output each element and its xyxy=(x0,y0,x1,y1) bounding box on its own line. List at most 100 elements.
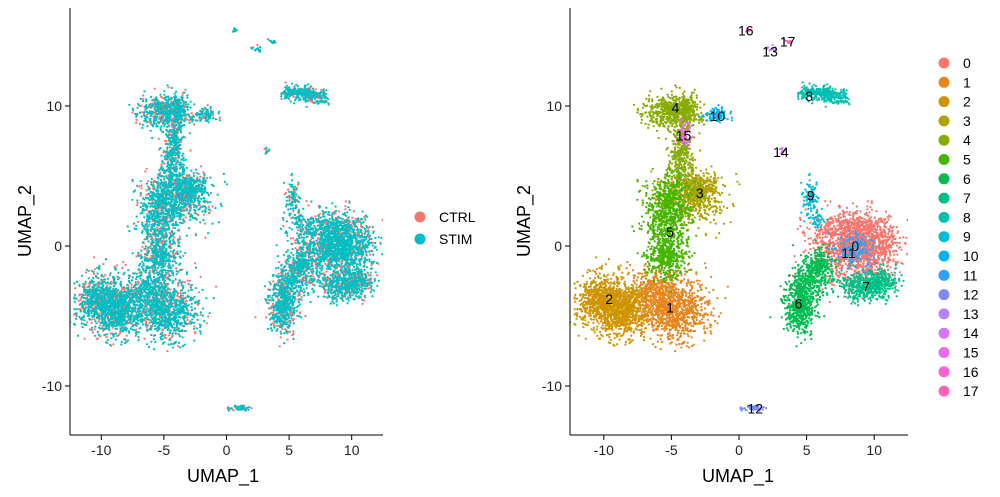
legend-key xyxy=(938,57,950,69)
legend-label: 1 xyxy=(963,74,971,90)
cluster-label: 1 xyxy=(666,300,674,316)
legend-label: 5 xyxy=(963,152,971,168)
x-tick-label: -10 xyxy=(594,442,614,458)
legend-key xyxy=(938,347,950,358)
points-stim xyxy=(70,27,383,412)
legend-label: STIM xyxy=(439,231,472,247)
points-cluster-15 xyxy=(672,118,694,150)
cluster-label: 9 xyxy=(807,188,815,204)
legend-label: CTRL xyxy=(439,209,476,225)
legend-label: 13 xyxy=(963,306,979,322)
legend-key xyxy=(938,308,950,320)
legend-key xyxy=(938,250,950,262)
points-cluster-7 xyxy=(826,261,905,307)
y-tick-label: 0 xyxy=(554,238,562,254)
legend: CTRL STIM xyxy=(414,209,476,247)
x-tick-label: 10 xyxy=(344,442,360,458)
legend-key xyxy=(414,211,426,223)
x-axis-title: UMAP_1 xyxy=(702,466,774,487)
legend-label: 2 xyxy=(963,94,971,110)
cluster-label: 6 xyxy=(795,295,803,311)
axis-ticks: -10 -5 0 5 10 -10 0 10 xyxy=(542,98,882,458)
legend-label: 0 xyxy=(963,55,971,71)
legend-key xyxy=(938,366,950,378)
scatter-points-layer xyxy=(70,27,383,412)
umap-plot-condition: -10 -5 0 5 10 -10 0 10 UMAP_1 UMAP_2 CTRL STIM xyxy=(15,8,476,487)
cluster-label: 11 xyxy=(841,245,856,261)
legend-label: 6 xyxy=(963,171,971,187)
legend-label: 8 xyxy=(963,209,971,225)
legend-label: 7 xyxy=(963,190,971,206)
x-tick-label: -5 xyxy=(158,442,171,458)
legend-key xyxy=(938,134,950,146)
cluster-label: 7 xyxy=(862,279,870,295)
cluster-label: 14 xyxy=(773,144,789,160)
legend-label: 12 xyxy=(963,287,979,303)
points-cluster-10 xyxy=(697,104,734,124)
y-tick-label: -10 xyxy=(542,378,562,394)
legend-label: 4 xyxy=(963,132,971,148)
cluster-label: 15 xyxy=(676,127,692,143)
y-tick-label: 10 xyxy=(546,98,562,114)
cluster-label: 8 xyxy=(805,88,813,104)
x-tick-label: -5 xyxy=(665,442,678,458)
scatter-points-layer xyxy=(570,27,908,412)
legend-label: 16 xyxy=(963,364,979,380)
points-cluster-14 xyxy=(778,146,787,155)
legend-key xyxy=(938,115,950,127)
y-axis-title: UMAP_2 xyxy=(15,185,36,257)
x-tick-label: 5 xyxy=(285,442,293,458)
legend-key xyxy=(938,289,950,301)
legend-key xyxy=(938,327,950,339)
y-tick-label: 10 xyxy=(46,98,62,114)
legend-key xyxy=(938,211,950,223)
x-axis-title: UMAP_1 xyxy=(187,466,259,487)
cluster-label: 2 xyxy=(605,291,613,307)
cluster-label: 5 xyxy=(666,224,674,240)
points-cluster-12 xyxy=(739,404,768,412)
y-axis-title: UMAP_2 xyxy=(514,185,535,257)
legend-key xyxy=(938,231,950,243)
legend-label: 15 xyxy=(963,345,979,361)
legend-label: 10 xyxy=(963,248,979,264)
legend-key xyxy=(938,76,950,88)
legend-key xyxy=(938,192,950,204)
legend-label: 17 xyxy=(963,383,979,399)
cluster-label: 12 xyxy=(747,400,763,416)
legend-key xyxy=(938,173,950,185)
cluster-label: 0 xyxy=(851,238,859,254)
x-tick-label: 5 xyxy=(803,442,811,458)
legend-key xyxy=(938,385,950,397)
cluster-label: 16 xyxy=(738,22,754,38)
points-cluster-17 xyxy=(782,38,793,45)
legend-label: 14 xyxy=(963,325,979,341)
y-tick-label: -10 xyxy=(42,378,62,394)
legend-key xyxy=(938,269,950,281)
cluster-label: 13 xyxy=(762,43,778,59)
points-cluster-16 xyxy=(745,27,752,33)
cluster-label: 10 xyxy=(710,108,726,124)
legend-key xyxy=(938,96,950,108)
x-tick-label: 10 xyxy=(866,442,882,458)
x-tick-label: 0 xyxy=(223,442,231,458)
legend-label: 9 xyxy=(963,229,971,245)
points-cluster-5 xyxy=(631,167,706,293)
legend-label: 3 xyxy=(963,113,971,129)
x-tick-label: -10 xyxy=(91,442,111,458)
points-cluster-11 xyxy=(827,229,881,276)
points-cluster-8 xyxy=(797,81,851,108)
legend-key xyxy=(938,154,950,165)
legend-key xyxy=(414,233,426,245)
legend-label: 11 xyxy=(963,267,978,283)
points-cluster-2 xyxy=(570,256,671,347)
cluster-label: 17 xyxy=(780,34,796,50)
points-cluster-13 xyxy=(764,43,777,53)
points-cluster-9 xyxy=(800,172,829,229)
points-cluster-6 xyxy=(769,239,841,348)
cluster-label: 3 xyxy=(696,185,704,201)
